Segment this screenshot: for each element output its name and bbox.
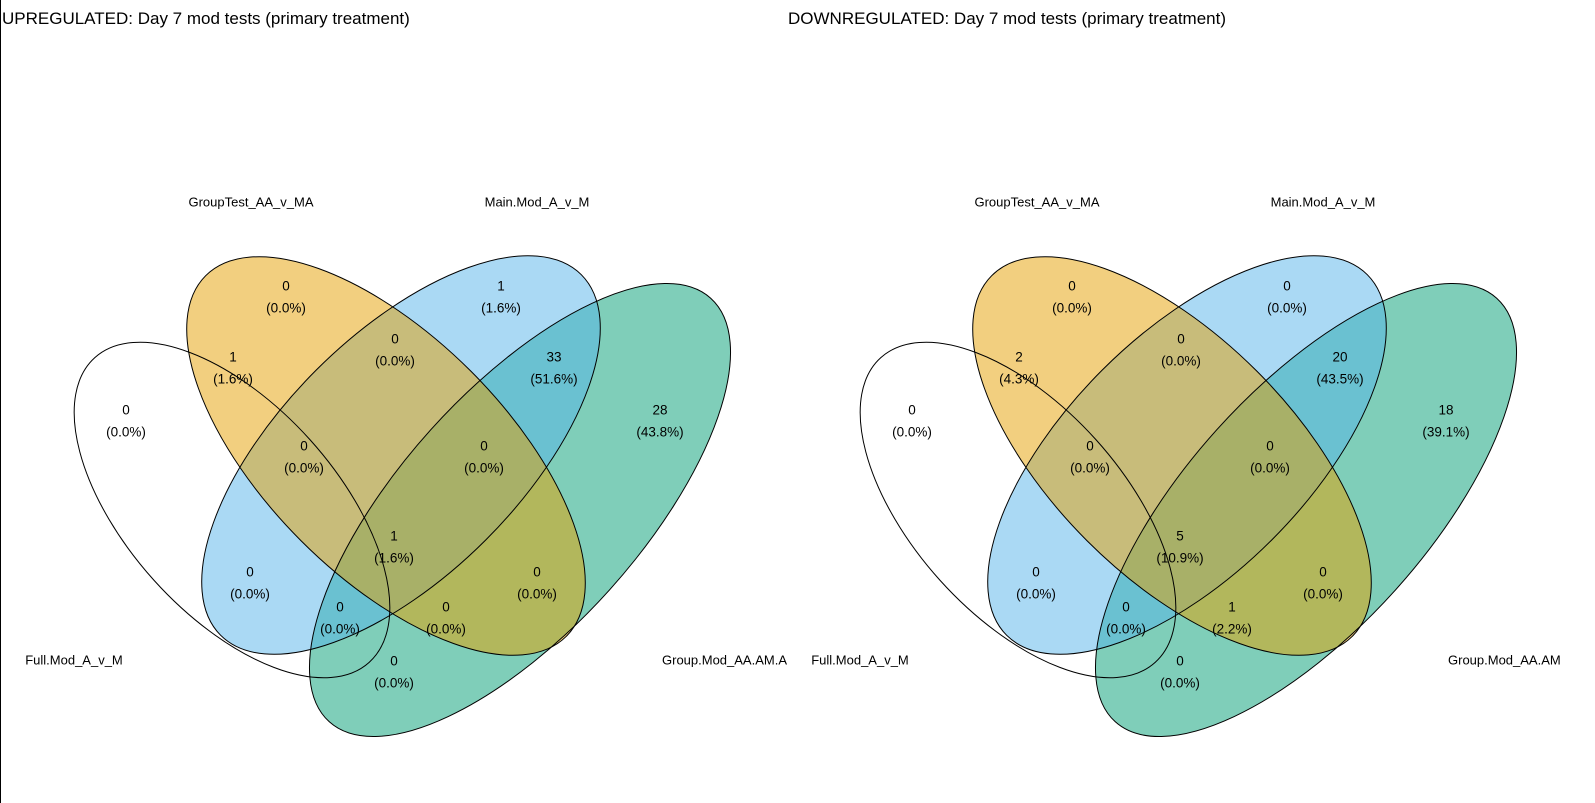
region-percent-s1234: (1.6%)	[374, 551, 414, 566]
venn-set-s2-fill	[186, 256, 586, 656]
set-label-s2: GroupTest_AA_v_MA	[974, 194, 1099, 209]
region-percent-s2: (0.0%)	[1052, 301, 1092, 316]
region-count-s4: 18	[1438, 403, 1453, 418]
region-percent-s134: (0.0%)	[1106, 622, 1146, 637]
region-count-s1: 0	[908, 403, 916, 418]
region-percent-s234: (0.0%)	[464, 461, 504, 476]
region-count-s23: 0	[391, 332, 399, 347]
region-count-s4: 28	[652, 403, 667, 418]
region-count-s13: 0	[1032, 565, 1040, 580]
region-count-s134: 0	[1122, 600, 1130, 615]
region-percent-s23: (0.0%)	[1161, 354, 1201, 369]
venn-set-s2-fill	[972, 256, 1372, 656]
venn-panel-upregulated: Full.Mod_A_v_M GroupTest_AA_v_MA Main.Mod_…	[25, 194, 787, 738]
region-count-s123: 0	[300, 439, 308, 454]
venn-set-s2-outline	[186, 256, 586, 656]
region-count-s14: 0	[1176, 654, 1184, 669]
venn-set-s2-outline	[972, 256, 1372, 656]
region-percent-s34: (51.6%)	[530, 372, 577, 387]
venn-set-s4-outline	[308, 282, 732, 738]
region-count-s24: 0	[1319, 565, 1327, 580]
region-percent-s12: (4.3%)	[999, 372, 1039, 387]
region-percent-s134: (0.0%)	[320, 622, 360, 637]
region-count-s1234: 5	[1176, 529, 1184, 544]
region-count-s2: 0	[282, 279, 290, 294]
venn-set-s3-outline	[987, 255, 1387, 655]
region-count-s234: 0	[1266, 439, 1274, 454]
region-percent-s4: (43.8%)	[636, 425, 683, 440]
set-label-s2: GroupTest_AA_v_MA	[188, 194, 313, 209]
region-percent-s123: (0.0%)	[1070, 461, 1110, 476]
region-count-s3: 0	[1283, 279, 1291, 294]
set-label-s4: Group.Mod_AA.AM	[1448, 652, 1561, 667]
region-percent-s124: (0.0%)	[426, 622, 466, 637]
region-percent-s13: (0.0%)	[1016, 587, 1056, 602]
panel-title-downregulated: DOWNREGULATED: Day 7 mod tests (primary …	[788, 9, 1226, 28]
region-count-s134: 0	[336, 600, 344, 615]
region-count-s24: 0	[533, 565, 541, 580]
region-count-s23: 0	[1177, 332, 1185, 347]
region-percent-s234: (0.0%)	[1250, 461, 1290, 476]
region-count-s123: 0	[1086, 439, 1094, 454]
region-count-s12: 2	[1015, 350, 1023, 365]
region-percent-s1: (0.0%)	[106, 425, 146, 440]
venn-set-s1-outline	[859, 341, 1177, 679]
region-count-s124: 1	[1228, 600, 1236, 615]
region-percent-s24: (0.0%)	[1303, 587, 1343, 602]
set-label-s3: Main.Mod_A_v_M	[485, 194, 590, 209]
region-count-s34: 33	[546, 350, 561, 365]
region-count-s124: 0	[442, 600, 450, 615]
region-percent-s34: (43.5%)	[1316, 372, 1363, 387]
region-percent-s1: (0.0%)	[892, 425, 932, 440]
region-percent-s1234: (10.9%)	[1156, 551, 1203, 566]
left-border	[0, 0, 1, 803]
region-percent-s24: (0.0%)	[517, 587, 557, 602]
region-percent-s13: (0.0%)	[230, 587, 270, 602]
region-percent-s3: (0.0%)	[1267, 301, 1307, 316]
region-percent-s23: (0.0%)	[375, 354, 415, 369]
set-label-s1: Full.Mod_A_v_M	[811, 652, 909, 667]
region-percent-s3: (1.6%)	[481, 301, 521, 316]
region-count-s1: 0	[122, 403, 130, 418]
region-percent-s14: (0.0%)	[374, 676, 414, 691]
region-count-s234: 0	[480, 439, 488, 454]
region-count-s34: 20	[1332, 350, 1347, 365]
venn-panel-downregulated: Full.Mod_A_v_M GroupTest_AA_v_MA Main.Mod_…	[811, 194, 1561, 738]
region-count-s1234: 1	[390, 529, 398, 544]
region-percent-s4: (39.1%)	[1422, 425, 1469, 440]
set-label-s1: Full.Mod_A_v_M	[25, 652, 123, 667]
panel-title-upregulated: UPREGULATED: Day 7 mod tests (primary tr…	[2, 9, 410, 28]
region-percent-s14: (0.0%)	[1160, 676, 1200, 691]
venn-set-s1-outline	[73, 341, 391, 679]
region-count-s13: 0	[246, 565, 254, 580]
region-percent-s123: (0.0%)	[284, 461, 324, 476]
set-label-s3: Main.Mod_A_v_M	[1271, 194, 1376, 209]
venn-set-s3-outline	[201, 255, 601, 655]
venn-set-s4-outline	[1094, 282, 1518, 738]
region-count-s2: 0	[1068, 279, 1076, 294]
set-label-s4: Group.Mod_AA.AM.A	[662, 652, 787, 667]
region-percent-s12: (1.6%)	[213, 372, 253, 387]
region-count-s12: 1	[229, 350, 237, 365]
region-percent-s124: (2.2%)	[1212, 622, 1252, 637]
region-count-s3: 1	[497, 279, 505, 294]
region-count-s14: 0	[390, 654, 398, 669]
region-percent-s2: (0.0%)	[266, 301, 306, 316]
